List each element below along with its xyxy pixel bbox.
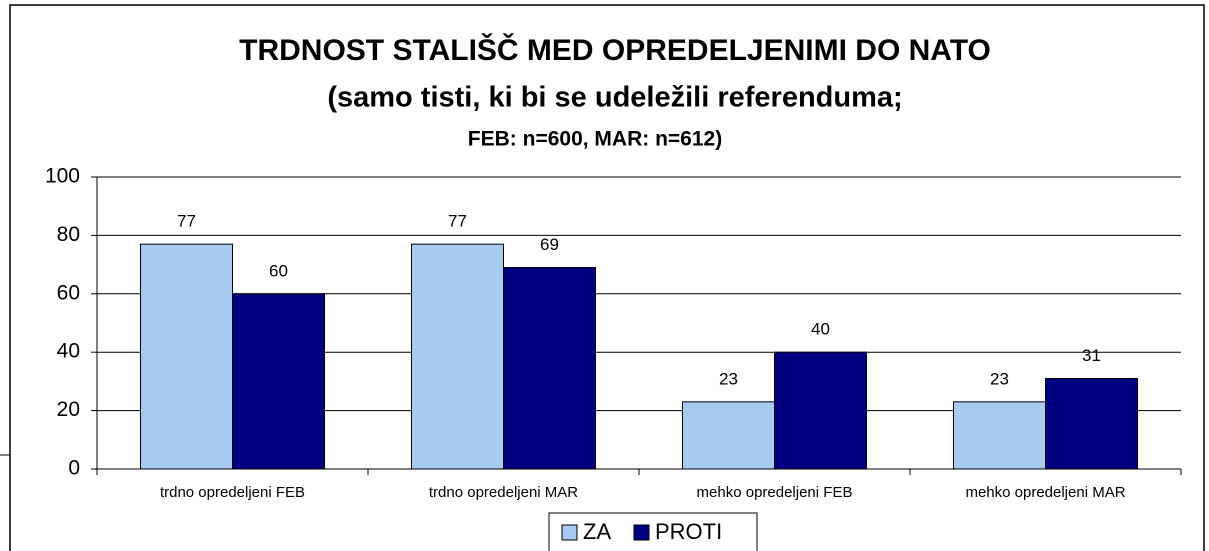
y-tick-label: 80 (57, 223, 80, 246)
legend-label: ZA (583, 519, 611, 544)
bar (503, 267, 596, 470)
data-label: 31 (1082, 346, 1101, 365)
y-tick-label: 60 (57, 281, 80, 304)
chart-frame (9, 4, 1205, 551)
data-label: 60 (269, 261, 288, 280)
data-label: 69 (540, 235, 559, 254)
x-tick-label: mehko opredeljeni FEB (697, 484, 853, 501)
legend-label: PROTI (655, 519, 722, 544)
chart-subtitle: FEB: n=600, MAR: n=612) (468, 128, 722, 151)
legend-box (548, 512, 758, 551)
bar (140, 243, 233, 470)
bar (953, 401, 1046, 470)
x-tick-label: trdno opredeljeni FEB (160, 484, 305, 501)
chart-title: TRDNOST STALIŠČ MED OPREDELJENIMI DO NAT… (239, 33, 991, 67)
bar (232, 293, 325, 470)
y-tick-label: 40 (57, 340, 80, 363)
data-label: 23 (719, 369, 738, 388)
bar (774, 351, 867, 470)
y-tick-label: 20 (57, 398, 80, 421)
data-label: 77 (448, 212, 467, 231)
x-tick-label: trdno opredeljeni MAR (429, 484, 578, 501)
bar (1045, 377, 1138, 470)
data-label: 77 (177, 212, 196, 231)
chart-subtitle: (samo tisti, ki bi se udeležili referend… (327, 82, 902, 114)
x-tick-label: mehko opredeljeni MAR (965, 484, 1125, 501)
data-label: 23 (990, 369, 1009, 388)
data-label: 40 (811, 320, 830, 339)
legend-swatch (633, 524, 650, 541)
y-tick-label: 0 (68, 457, 80, 480)
bar (411, 243, 504, 470)
legend-swatch (561, 524, 578, 541)
bar (682, 401, 775, 470)
y-tick-label: 100 (45, 165, 80, 188)
